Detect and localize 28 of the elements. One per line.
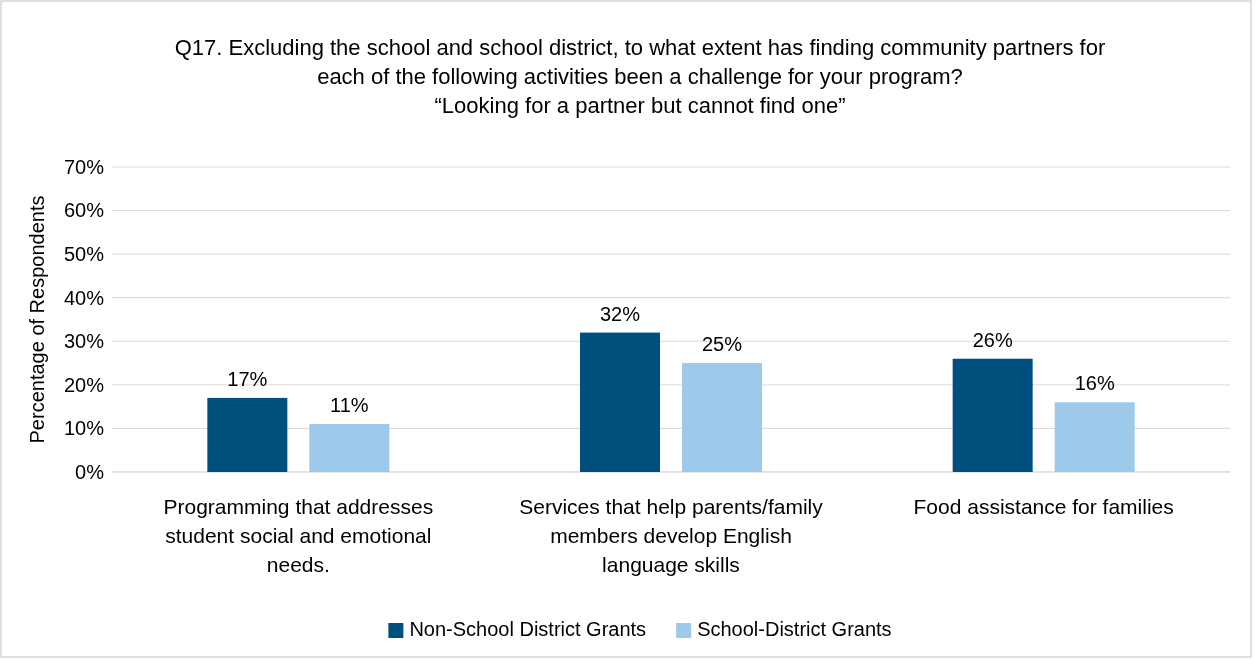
y-axis-title: Percentage of Respondents [26, 195, 48, 444]
bar [1054, 402, 1135, 472]
bar [207, 397, 288, 472]
data-label: 16% [1074, 372, 1115, 395]
legend-label: Non-School District Grants [409, 618, 647, 640]
y-tick-label: 10% [63, 417, 105, 440]
x-tick-label: Food assistance for families [913, 495, 1174, 518]
y-tick-label: 30% [63, 330, 105, 353]
data-label: 26% [972, 328, 1013, 351]
y-tick-label: 50% [63, 243, 105, 266]
chart-title: Q17. Excluding the school and school district, to what extent has finding community partners for each of the following activities been a challenge for your program? [174, 35, 1106, 89]
chart-subtitle: “Looking for a partner but cannot find one” [434, 93, 846, 118]
data-label: 32% [599, 302, 641, 325]
bar [952, 358, 1033, 472]
legend-label: School-District Grants [697, 618, 892, 640]
data-label: 25% [701, 333, 743, 356]
x-tick-label: Programming that addresses student social and emotional needs. [163, 495, 434, 576]
y-tick-label: 20% [63, 373, 105, 396]
y-tick-label: 0% [75, 460, 105, 483]
bar [682, 363, 762, 472]
y-tick-label: 70% [63, 155, 105, 178]
bar [309, 424, 390, 472]
y-tick-label: 60% [63, 199, 105, 222]
bar [580, 332, 660, 472]
data-label: 11% [330, 394, 369, 417]
data-label: 17% [227, 367, 268, 390]
x-tick-label: Services that help parents/family members develop English language skills [519, 495, 824, 576]
y-tick-label: 40% [63, 286, 105, 309]
